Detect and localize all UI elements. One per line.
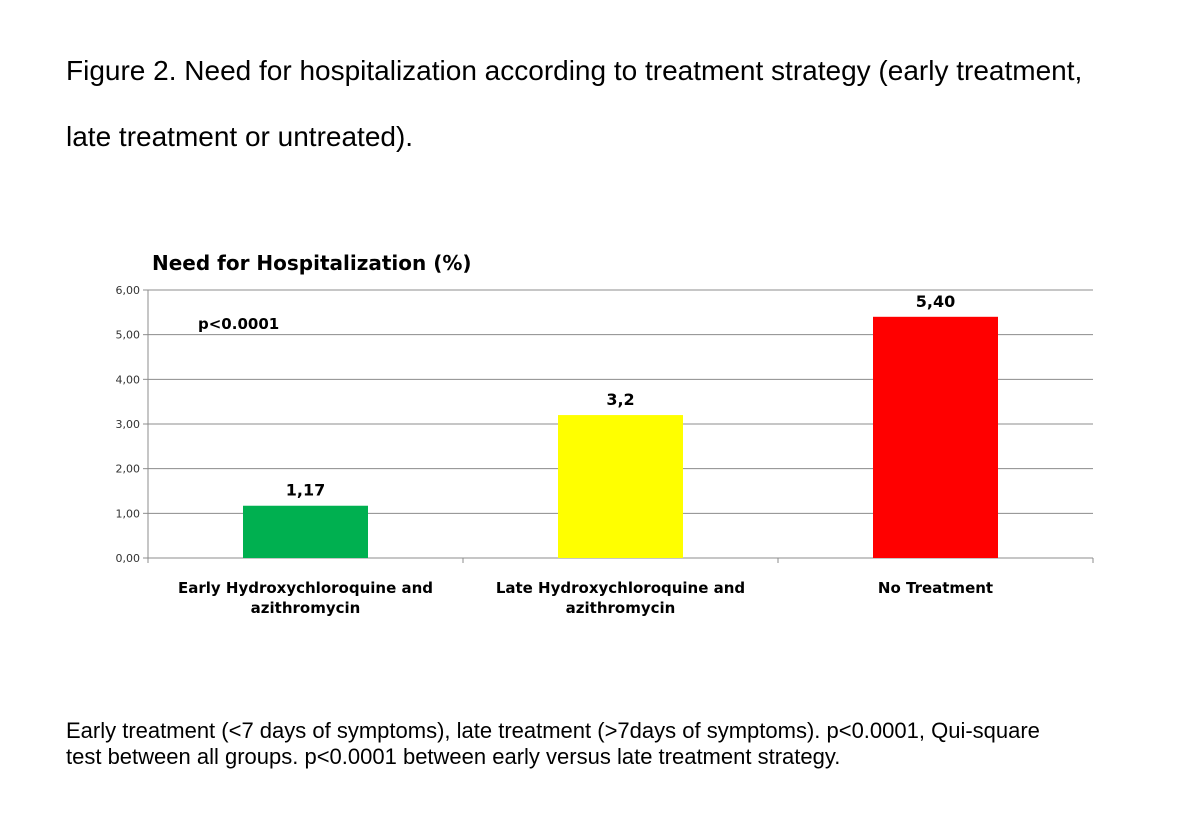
bar-1 <box>243 505 368 558</box>
chart-title: Need for Hospitalization (%) <box>152 251 472 275</box>
y-tick-label: 1,00 <box>116 507 141 520</box>
bar-3 <box>873 316 998 558</box>
category-label: Late Hydroxychloroquine and <box>496 579 745 597</box>
category-label: azithromycin <box>566 599 676 617</box>
data-label-1: 1,17 <box>286 481 325 500</box>
figure-caption-line-1: Figure 2. Need for hospitalization accor… <box>66 55 1083 86</box>
y-tick-label: 2,00 <box>116 463 141 476</box>
labels: 0,00 1,00 2,00 3,00 4,00 5,00 6,00 1,17 Early Hy… <box>116 284 994 617</box>
footnote-line-2: test between all groups. p<0.0001 betwee… <box>66 744 841 769</box>
y-tick-label: 6,00 <box>116 284 141 297</box>
category-label: azithromycin <box>251 599 361 617</box>
bars <box>243 316 998 558</box>
y-tick-label: 3,00 <box>116 418 141 431</box>
y-tick-label: 5,00 <box>116 329 141 342</box>
p-value-annotation: p<0.0001 <box>198 315 279 333</box>
category-label: Early Hydroxychloroquine and <box>178 579 433 597</box>
y-tick-label: 4,00 <box>116 373 141 386</box>
y-tick-label: 0,00 <box>116 552 141 565</box>
bar-2 <box>558 415 683 558</box>
data-label-3: 5,40 <box>916 292 955 311</box>
figure-caption-line-2: late treatment or untreated). <box>66 121 414 152</box>
data-label-2: 3,2 <box>606 390 634 409</box>
category-label: No Treatment <box>878 579 993 597</box>
footnote-line-1: Early treatment (<7 days of symptoms), l… <box>66 718 1040 743</box>
